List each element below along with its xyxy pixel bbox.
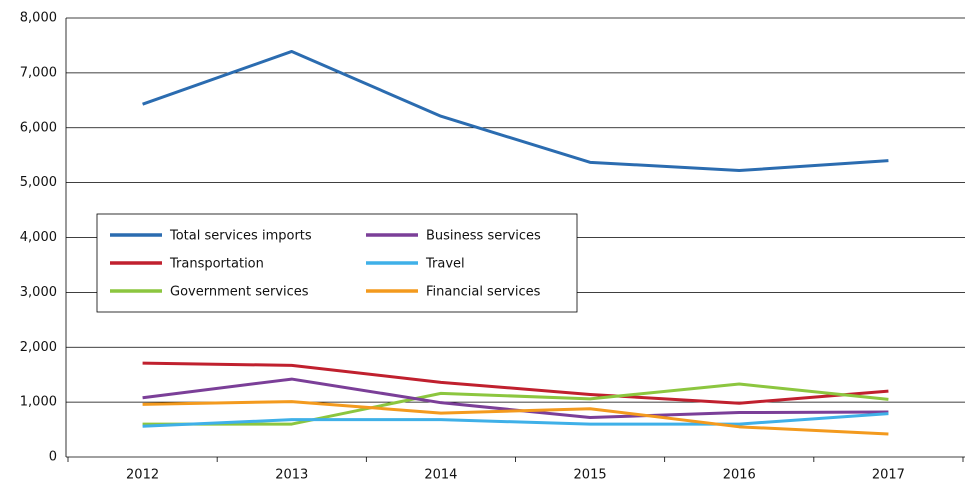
series-line <box>142 49 889 173</box>
legend-label: Total services imports <box>169 229 312 244</box>
y-tick-label: 6,000 <box>20 120 57 135</box>
series-line <box>142 412 889 428</box>
x-tick-label: 2012 <box>126 468 159 483</box>
legend-label: Business services <box>426 229 541 244</box>
series-line <box>142 400 889 436</box>
x-tick-label: 2013 <box>275 468 308 483</box>
legend-label: Transportation <box>169 257 264 272</box>
series-line <box>142 361 889 405</box>
x-tick-label: 2014 <box>424 468 457 483</box>
y-tick-label: 5,000 <box>20 175 57 190</box>
legend-label: Government services <box>170 285 309 300</box>
y-tick-label: 0 <box>49 450 57 465</box>
y-tick-label: 2,000 <box>20 340 57 355</box>
y-tick-label: 8,000 <box>20 11 57 26</box>
series-line <box>142 382 889 426</box>
legend-label: Travel <box>425 257 465 272</box>
x-tick-label: 2017 <box>872 468 905 483</box>
y-tick-label: 4,000 <box>20 230 57 245</box>
legend <box>96 213 578 313</box>
y-tick-label: 1,000 <box>20 395 57 410</box>
y-tick-label: 3,000 <box>20 285 57 300</box>
x-tick-label: 2016 <box>723 468 756 483</box>
y-tick-label: 7,000 <box>20 65 57 80</box>
legend-label: Financial services <box>426 285 541 300</box>
x-tick-label: 2015 <box>574 468 607 483</box>
